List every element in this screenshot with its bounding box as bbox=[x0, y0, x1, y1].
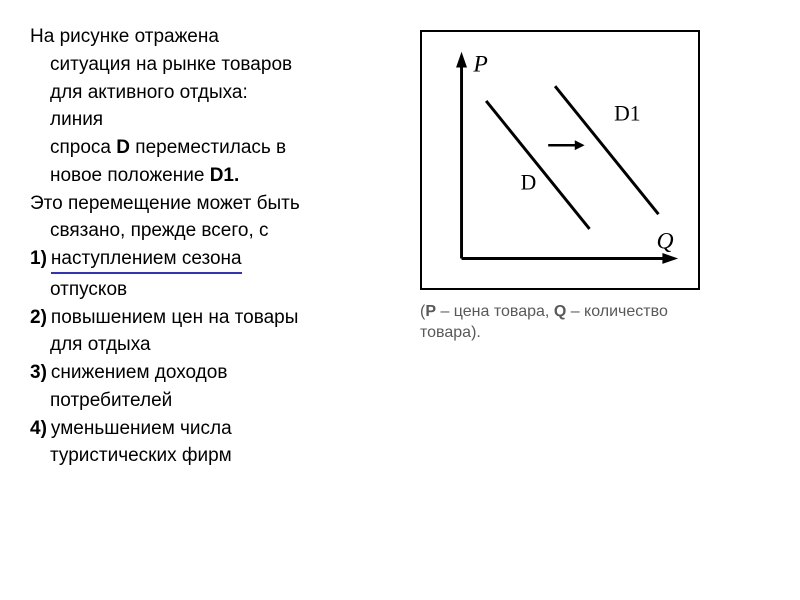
option-number: 4) bbox=[30, 417, 47, 441]
question-line: Это перемещение может быть bbox=[30, 192, 400, 216]
caption-bold-q: Q bbox=[554, 303, 566, 320]
question-line: связано, прежде всего, с bbox=[30, 219, 400, 243]
p-axis-arrow bbox=[456, 52, 467, 68]
option-3: 3) снижением доходов bbox=[30, 361, 400, 385]
question-line: для активного отдыха: bbox=[30, 81, 400, 105]
option-3-cont: потребителей bbox=[30, 389, 400, 413]
option-text: наступлением сезона bbox=[51, 247, 400, 274]
text-part: спроса bbox=[50, 137, 116, 158]
question-line: спроса D переместилась в bbox=[30, 136, 400, 160]
p-axis-label: P bbox=[472, 51, 487, 77]
option-text: уменьшением числа bbox=[51, 417, 400, 441]
caption-part: – цена товара, bbox=[436, 303, 554, 320]
q-axis-label: Q bbox=[656, 229, 673, 255]
text-part: новое положение bbox=[50, 165, 210, 186]
question-line: На рисунке отражена bbox=[30, 25, 400, 49]
question-line: линия bbox=[30, 108, 400, 132]
text-part: переместилась в bbox=[130, 137, 286, 158]
underlined-text: наступлением сезона bbox=[51, 247, 242, 274]
caption-bold-p: P bbox=[425, 303, 436, 320]
demand-line-d1 bbox=[555, 86, 658, 214]
q-axis-arrow bbox=[662, 253, 678, 264]
chart-svg: P Q D D1 bbox=[422, 32, 698, 288]
d1-label: D1 bbox=[614, 102, 640, 126]
option-number: 1) bbox=[30, 247, 47, 274]
demand-chart: P Q D D1 bbox=[420, 30, 700, 290]
option-2-cont: для отдыха bbox=[30, 333, 400, 357]
option-2: 2) повышением цен на товары bbox=[30, 306, 400, 330]
option-4-cont: туристических фирм bbox=[30, 444, 400, 468]
question-line: ситуация на рынке товаров bbox=[30, 53, 400, 77]
bold-d: D bbox=[116, 137, 130, 158]
bold-d1: D1. bbox=[210, 165, 240, 186]
d-label: D bbox=[521, 171, 537, 195]
option-1-cont: отпусков bbox=[30, 278, 400, 302]
option-text: снижением доходов bbox=[51, 361, 400, 385]
option-1: 1) наступлением сезона bbox=[30, 247, 400, 274]
demand-line-d bbox=[486, 101, 589, 229]
chart-caption: (P – цена товара, Q – количество товара)… bbox=[420, 302, 700, 344]
option-text: повышением цен на товары bbox=[51, 306, 400, 330]
shift-arrow-head bbox=[575, 140, 585, 150]
option-4: 4) уменьшением числа bbox=[30, 417, 400, 441]
chart-column: P Q D D1 (P – цена товара, Q – количеств… bbox=[420, 25, 760, 472]
question-line: новое положение D1. bbox=[30, 164, 400, 188]
option-number: 3) bbox=[30, 361, 47, 385]
option-number: 2) bbox=[30, 306, 47, 330]
question-text-column: На рисунке отражена ситуация на рынке то… bbox=[30, 25, 400, 472]
